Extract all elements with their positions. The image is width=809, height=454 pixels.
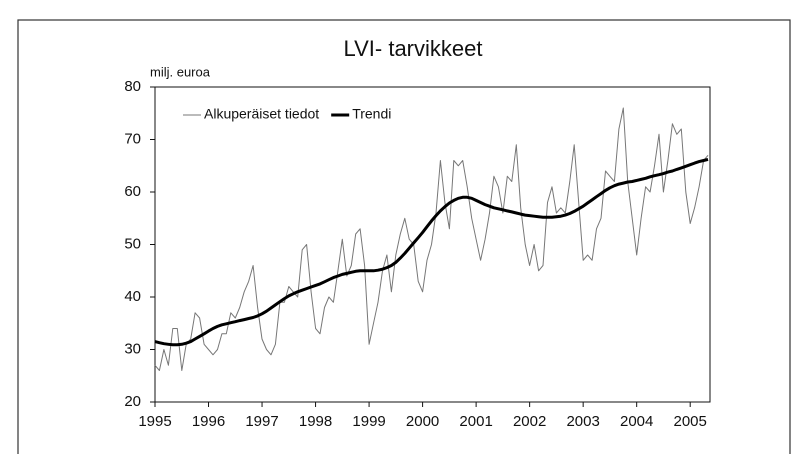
x-tick-label: 2001 bbox=[459, 413, 492, 430]
x-tick-label: 2002 bbox=[513, 413, 546, 430]
x-tick-label: 1999 bbox=[352, 413, 385, 430]
legend-label: Alkuperäiset tiedot bbox=[204, 106, 319, 122]
frame bbox=[17, 19, 791, 454]
y-tick-label: 80 bbox=[124, 78, 141, 95]
plot-area bbox=[154, 86, 711, 403]
x-tick-label: 1998 bbox=[299, 413, 332, 430]
series-line bbox=[154, 157, 709, 347]
x-tick-label: 1997 bbox=[245, 413, 278, 430]
y-axis-label: milj. euroa bbox=[150, 64, 211, 79]
y-tick-label: 30 bbox=[124, 340, 141, 357]
x-tick-label: 2004 bbox=[620, 413, 653, 430]
legend-label: Trendi bbox=[352, 106, 391, 122]
x-tick-label: 2005 bbox=[674, 413, 707, 430]
x-tick-label: 1995 bbox=[138, 413, 171, 430]
y-tick-label: 60 bbox=[124, 183, 141, 200]
chart-title: LVI- tarvikkeet bbox=[344, 36, 483, 61]
x-tick-label: 2003 bbox=[566, 413, 599, 430]
series-line bbox=[154, 107, 709, 371]
x-tick-label: 1996 bbox=[192, 413, 225, 430]
y-tick-label: 50 bbox=[124, 235, 141, 252]
y-tick-label: 40 bbox=[124, 288, 141, 305]
y-tick-label: 70 bbox=[124, 130, 141, 147]
y-tick-label: 20 bbox=[124, 393, 141, 410]
x-tick-label: 2000 bbox=[406, 413, 439, 430]
